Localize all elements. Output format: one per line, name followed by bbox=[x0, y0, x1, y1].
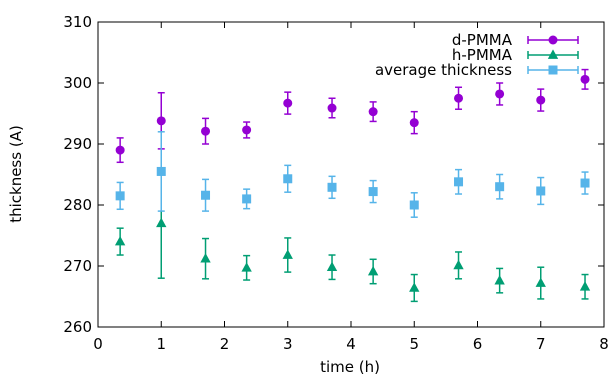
data-point bbox=[495, 182, 505, 192]
y-tick-label: 280 bbox=[63, 196, 92, 214]
x-tick-label: 6 bbox=[473, 335, 483, 353]
data-point bbox=[409, 200, 419, 210]
legend-marker bbox=[547, 49, 559, 59]
data-point bbox=[201, 126, 211, 136]
legend-label: d-PMMA bbox=[452, 31, 513, 49]
y-axis-title: thickness (A) bbox=[7, 125, 25, 223]
x-tick-label: 8 bbox=[599, 335, 609, 353]
x-axis-title: time (h) bbox=[320, 358, 380, 374]
data-point bbox=[494, 275, 505, 285]
legend-entry: d-PMMA bbox=[452, 31, 579, 49]
data-point bbox=[368, 187, 378, 197]
x-tick-label: 1 bbox=[156, 335, 166, 353]
data-point bbox=[579, 281, 591, 291]
legend-label: average thickness bbox=[375, 61, 512, 79]
y-tick-label: 300 bbox=[63, 74, 92, 92]
data-point bbox=[200, 253, 211, 263]
data-point bbox=[580, 178, 590, 188]
data-point bbox=[326, 261, 338, 272]
x-tick-label: 2 bbox=[220, 335, 230, 353]
data-point bbox=[241, 262, 252, 272]
data-point bbox=[327, 182, 337, 192]
x-tick-label: 7 bbox=[536, 335, 546, 353]
data-point bbox=[115, 145, 125, 155]
data-point bbox=[409, 282, 420, 292]
data-point bbox=[454, 177, 464, 187]
data-point bbox=[282, 249, 293, 259]
data-point bbox=[156, 217, 167, 228]
data-point bbox=[156, 166, 166, 176]
data-point bbox=[242, 125, 252, 135]
data-point bbox=[156, 116, 166, 126]
data-point bbox=[114, 235, 126, 246]
legend-entry: average thickness bbox=[375, 61, 579, 79]
legend-label: h-PMMA bbox=[452, 46, 513, 64]
data-point bbox=[283, 174, 293, 184]
data-point bbox=[409, 118, 419, 128]
data-layer bbox=[114, 68, 591, 303]
x-tick-label: 5 bbox=[409, 335, 419, 353]
data-point bbox=[454, 93, 464, 103]
data-point bbox=[536, 95, 546, 105]
data-point bbox=[495, 89, 505, 99]
legend-entry: h-PMMA bbox=[452, 46, 579, 64]
ticks-layer: 0 1 2 3 4 5 6 7 8 260 270 280 290 300 310 bbox=[63, 13, 608, 353]
data-point bbox=[453, 259, 464, 270]
data-point bbox=[327, 103, 337, 113]
series-h-pmma bbox=[114, 167, 591, 303]
data-point bbox=[580, 74, 590, 84]
series-d-pmma bbox=[115, 68, 590, 164]
data-point bbox=[115, 191, 125, 201]
y-tick-label: 270 bbox=[63, 257, 92, 275]
data-point bbox=[536, 186, 546, 196]
x-tick-label: 3 bbox=[283, 335, 293, 353]
legend-marker bbox=[548, 35, 558, 45]
data-point bbox=[367, 265, 379, 276]
data-point bbox=[368, 107, 378, 117]
y-tick-label: 310 bbox=[63, 13, 92, 31]
y-tick-label: 290 bbox=[63, 135, 92, 153]
data-point bbox=[283, 98, 293, 108]
data-point bbox=[201, 190, 211, 200]
data-point bbox=[535, 277, 546, 287]
x-tick-label: 4 bbox=[346, 335, 356, 353]
data-point bbox=[242, 194, 252, 204]
series-average-thickness bbox=[115, 131, 590, 218]
legend-marker bbox=[548, 65, 558, 75]
x-tick-label: 0 bbox=[93, 335, 103, 353]
y-tick-label: 260 bbox=[63, 318, 92, 336]
